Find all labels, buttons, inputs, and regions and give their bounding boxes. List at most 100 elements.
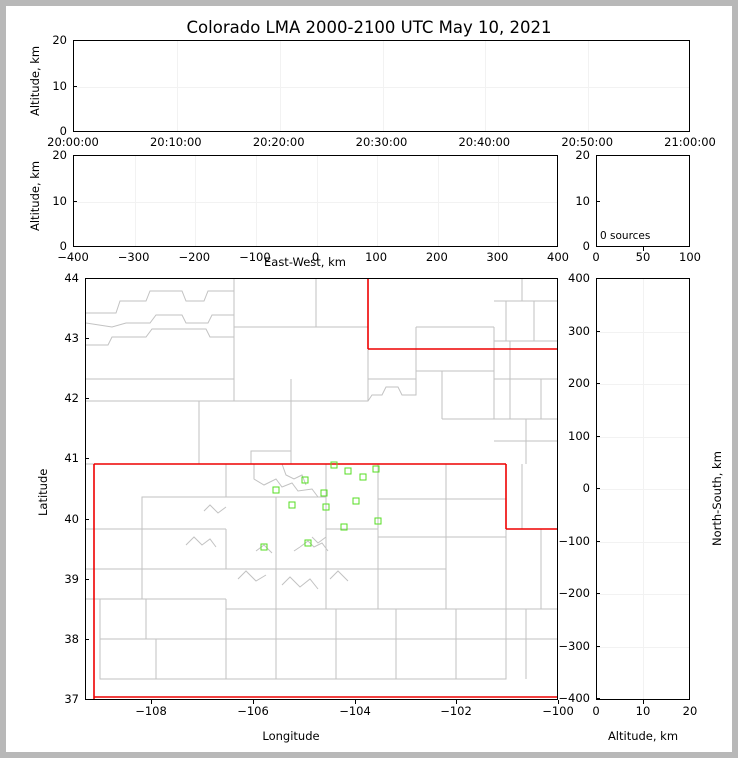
panel-map[interactable] [85,278,558,700]
gridline [382,41,384,131]
lma-source-marker [320,489,328,497]
gridline [597,489,689,490]
xtick-label: −100 [542,704,574,718]
gridline [134,156,136,246]
lma-source-marker [322,503,330,511]
lma-source-marker [260,543,268,551]
xtick-label: 20:40:00 [458,135,511,149]
xtick-label: 100 [679,250,701,264]
xtick-label: 20:00:00 [47,135,99,149]
xtick-label: 50 [635,250,651,264]
gridline [74,87,689,88]
map-geometry [86,279,557,699]
gridline [279,41,281,131]
gridline [316,156,318,246]
ytick-label: 300 [568,323,590,338]
gridline [255,156,257,246]
ytick-label: 200 [568,376,590,390]
xtick-label: −102 [440,704,472,718]
lma-source-marker [340,523,348,531]
ytick-label: 100 [568,428,590,443]
lma-source-marker [304,539,312,547]
gridline [498,156,500,246]
ytick-label: 40 [64,512,79,526]
gridline [597,384,689,385]
panel-time-vs-altitude[interactable] [73,40,690,132]
axis-label-altitude: Altitude, km [607,729,679,743]
gridline [176,41,178,131]
ytick-label: 10 [575,194,590,208]
axis-label-altitude: Altitude, km [28,160,42,231]
axis-label-longitude: Longitude [262,729,320,743]
lma-source-marker [301,476,309,484]
xtick-label: −400 [57,250,89,264]
lma-source-marker [359,473,367,481]
ytick-label: 37 [64,692,79,706]
ytick-label: 10 [52,79,67,93]
lma-source-marker [352,497,360,505]
gridline [597,541,689,543]
lma-source-marker [372,465,380,473]
ytick-label: 44 [64,271,79,285]
ytick-label: −300 [558,638,590,653]
xtick-label: 100 [365,250,388,264]
xtick-label: 21:00:00 [664,135,716,149]
lma-source-marker [288,501,296,509]
ytick-label: 43 [64,331,79,345]
ytick-label: 0 [59,239,67,253]
xtick-label: 0 [311,250,320,264]
ytick-label: 20 [52,148,67,162]
xtick-label: 0 [592,704,600,718]
gridline [597,436,689,438]
panel-altitude-vs-north-south[interactable] [596,278,690,700]
gridline [597,594,689,595]
axis-label-north-south: North-South, km [710,451,724,546]
axis-label-altitude: Altitude, km [28,45,42,116]
lma-source-marker [344,467,352,475]
ytick-label: 0 [59,124,67,138]
panel-source-histogram[interactable] [596,155,690,247]
gridline [377,156,379,246]
gridline [588,41,590,131]
gridline [597,646,689,648]
gridline [597,331,689,333]
xtick-label: −200 [178,250,211,264]
xtick-label: 20:10:00 [149,135,202,149]
xtick-label: 200 [425,250,448,264]
xtick-label: −300 [117,250,150,264]
xtick-label: 20:30:00 [355,135,408,149]
ytick-label: 400 [568,271,590,285]
xtick-label: −100 [239,250,271,264]
xtick-label: 300 [486,250,509,264]
ytick-label: 0 [582,239,590,253]
ytick-label: 42 [64,391,79,405]
gridline [74,202,557,203]
xtick-label: 20:20:00 [252,135,305,149]
source-count-annotation: 0 sources [600,230,651,242]
page-title: Colorado LMA 2000-2100 UTC May 10, 2021 [186,18,552,37]
ytick-label: −400 [558,691,590,705]
xtick-label: 400 [547,250,569,264]
lma-source-marker [374,517,382,525]
ytick-label: 41 [64,451,79,465]
figure-canvas: Colorado LMA 2000-2100 UTC May 10, 2021 … [6,6,732,752]
ytick-label: 38 [64,632,79,646]
xtick-label: 20:50:00 [561,135,614,149]
xtick-label: 0 [592,250,600,264]
ytick-label: 20 [575,148,590,162]
gridline [195,156,197,246]
ytick-label: 10 [52,194,67,208]
gridline [437,156,439,246]
lma-source-marker [330,461,338,469]
ytick-label: −200 [558,586,590,600]
ytick-label: 0 [582,481,590,495]
lma-source-marker [272,486,280,494]
xtick-label: 10 [635,704,651,718]
xtick-label: −104 [339,704,371,718]
ytick-label: 39 [64,572,79,586]
ytick-label: −100 [558,533,590,548]
gridline [485,41,487,131]
ytick-label: 20 [52,33,67,47]
panel-east-west-vs-altitude[interactable] [73,155,558,247]
axis-label-latitude: Latitude [36,468,50,516]
